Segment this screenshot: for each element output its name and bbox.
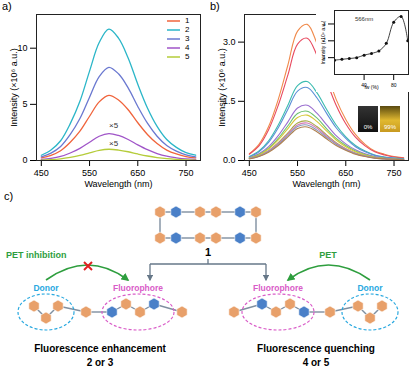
- html-text:5: 5: [185, 52, 190, 61]
- svg-text:Intensity (×10⁶ a.u.): Intensity (×10⁶ a.u.): [320, 20, 326, 64]
- svg-text:550: 550: [290, 168, 305, 178]
- svg-text:3.0: 3.0: [223, 37, 236, 47]
- svg-text:450: 450: [34, 168, 49, 178]
- svg-text:5: 5: [22, 99, 27, 109]
- svg-text:Intensity (×10⁶ a.u.): Intensity (×10⁶ a.u.): [217, 48, 227, 127]
- svg-text:Fluorescence enhancement: Fluorescence enhancement: [34, 343, 166, 354]
- svg-text:0.0: 0.0: [223, 155, 236, 165]
- svg-text:Wavelength (nm): Wavelength (nm): [84, 179, 152, 189]
- svg-text:Intensity (×10⁶ a.u.): Intensity (×10⁶ a.u.): [9, 48, 19, 127]
- html-text:b): b): [210, 0, 220, 12]
- svg-text:750: 750: [179, 168, 194, 178]
- svg-text:Donor: Donor: [357, 283, 383, 293]
- html-text:0%: 0%: [363, 124, 373, 130]
- svg-text:Fluorescence quenching: Fluorescence quenching: [257, 343, 375, 354]
- html-text:4: 4: [185, 43, 190, 52]
- svg-text:750: 750: [387, 168, 402, 178]
- html-text:3: 3: [185, 34, 190, 43]
- svg-text:PET: PET: [319, 250, 337, 260]
- svg-text:Donor: Donor: [33, 283, 59, 293]
- svg-text:Wavelength (nm): Wavelength (nm): [292, 179, 360, 189]
- svg-text:550: 550: [82, 168, 97, 178]
- svg-text:450: 450: [242, 168, 257, 178]
- svg-text:1.5: 1.5: [223, 96, 236, 107]
- svg-text:×5: ×5: [109, 121, 119, 130]
- svg-text:2 or 3: 2 or 3: [87, 357, 114, 368]
- svg-text:566nm: 566nm: [355, 16, 373, 22]
- svg-text:fw (%): fw (%): [364, 84, 379, 90]
- svg-text:PET inhibition: PET inhibition: [6, 250, 67, 260]
- svg-text:1: 1: [205, 246, 211, 258]
- svg-text:Fluorophore: Fluorophore: [113, 283, 163, 293]
- svg-text:650: 650: [338, 168, 353, 178]
- svg-text:Fluorophore: Fluorophore: [253, 283, 303, 293]
- html-text:c): c): [4, 190, 14, 202]
- svg-text:×5: ×5: [109, 139, 119, 148]
- html-text:2: 2: [185, 25, 190, 34]
- html-text:99%: 99%: [384, 124, 396, 130]
- svg-text:650: 650: [130, 168, 145, 178]
- html-text:a): a): [2, 0, 12, 12]
- svg-text:80: 80: [391, 82, 397, 88]
- svg-text:4 or 5: 4 or 5: [303, 357, 330, 368]
- svg-text:0: 0: [22, 155, 27, 165]
- html-text:1: 1: [185, 16, 190, 25]
- svg-text:10: 10: [17, 43, 27, 53]
